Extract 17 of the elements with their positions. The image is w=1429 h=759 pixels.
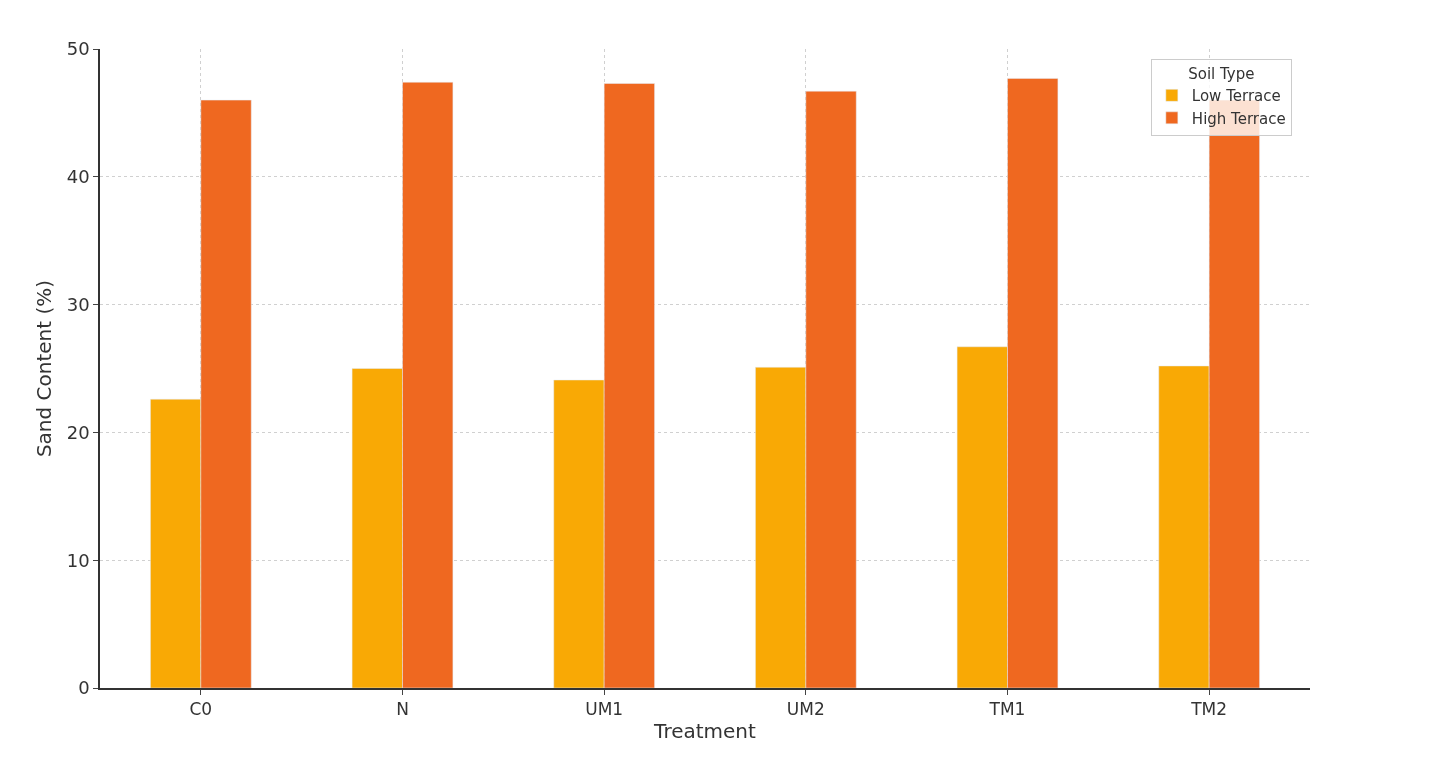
x-tick-label: C0 (189, 699, 213, 720)
y-tick-label: 0 (78, 677, 90, 699)
x-tick-label: TM1 (988, 699, 1026, 720)
y-tick-label: 30 (66, 293, 90, 315)
y-tick-label: 50 (66, 38, 90, 60)
y-tick-label: 40 (66, 166, 90, 188)
legend-title: Soil Type (1188, 65, 1255, 84)
x-axis-title: Treatment (653, 719, 757, 744)
legend-label: High Terrace (1191, 109, 1286, 128)
x-tick-label: UM2 (786, 699, 825, 720)
y-tick-label: 10 (66, 549, 90, 571)
y-tick-label: 20 (66, 421, 90, 443)
x-tick-label: UM1 (585, 699, 624, 720)
x-tick-label: N (396, 699, 409, 720)
legend-label: Low Terrace (1191, 87, 1281, 106)
y-axis-title: Sand Content (%) (31, 279, 56, 458)
x-tick-label: TM2 (1190, 699, 1228, 720)
